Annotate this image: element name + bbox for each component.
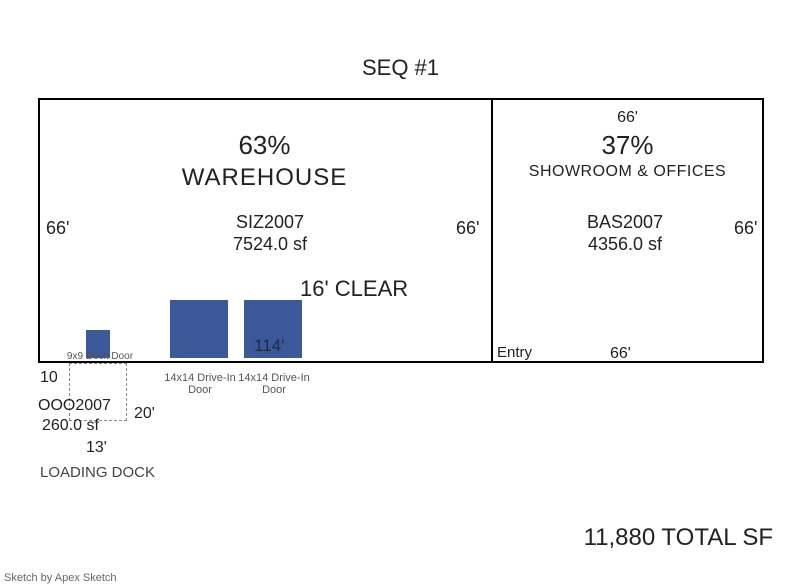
warehouse-clear: 16' CLEAR — [300, 276, 408, 302]
warehouse-dim-right-inner: 66' — [456, 218, 479, 240]
warehouse-code: SIZ2007 — [170, 212, 370, 234]
showroom-percent: 37% — [493, 130, 762, 161]
showroom-dim-right: 66' — [734, 218, 757, 240]
loading-dock-dim-right: 20' — [134, 404, 155, 423]
showroom-dim-top: 66' — [493, 108, 762, 127]
showroom-area: 4356.0 sf — [540, 234, 710, 256]
showroom-name: SHOWROOM & OFFICES — [493, 162, 762, 181]
warehouse-dim-bottom: 114' — [254, 336, 284, 356]
showroom-code: BAS2007 — [540, 212, 710, 234]
drivein-door-1-box — [170, 300, 228, 358]
loading-dock-label: LOADING DOCK — [40, 464, 155, 482]
warehouse-dim-left: 66' — [46, 218, 69, 240]
showroom-entry: Entry — [497, 344, 532, 362]
warehouse-percent: 63% — [38, 130, 491, 161]
loading-dock-area: 260.0 sf — [42, 416, 99, 435]
seq-title: SEQ #1 — [0, 55, 801, 81]
loading-dock-dim-bottom: 13' — [86, 438, 107, 457]
total-sf: 11,880 TOTAL SF — [584, 524, 773, 553]
warehouse-area: 7524.0 sf — [170, 234, 370, 256]
drivein-door-2-label: 14x14 Drive-In Door — [236, 372, 312, 396]
dock-door-label: 9x9 Dock Door — [50, 351, 150, 363]
loading-dock-code: OOO2007 — [38, 396, 111, 415]
loading-dock-dim-left: 10 — [40, 368, 58, 387]
drivein-door-1-label: 14x14 Drive-In Door — [162, 372, 238, 396]
warehouse-name: WAREHOUSE — [38, 164, 491, 193]
showroom-dim-bottom: 66' — [610, 344, 631, 363]
sketch-credit: Sketch by Apex Sketch — [4, 572, 117, 584]
